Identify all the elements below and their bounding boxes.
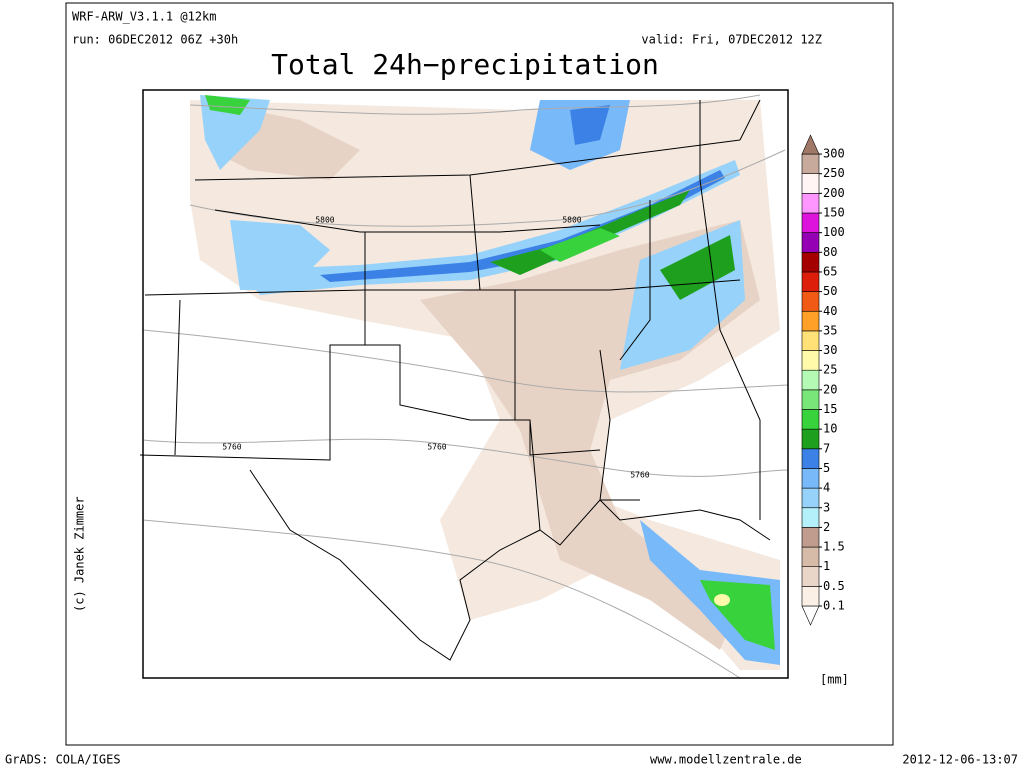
colorbar-tick-label: 4: [823, 481, 830, 495]
colorbar: 0.1 0.5 1 1.5 2 3 4 5 7 10 15 20 25 30 35 40 50 65 80 100 15…: [801, 134, 845, 626]
colorbar-cell: [801, 350, 820, 371]
colorbar-cell: [801, 448, 820, 469]
colorbar-cell: [801, 507, 820, 528]
run-label: run: 06DEC2012 06Z +30h: [72, 33, 238, 47]
contour-label: 5800: [562, 216, 581, 225]
height-contours: [142, 94, 789, 679]
colorbar-tick-label: 300: [823, 147, 845, 161]
colorbar-cell: [801, 409, 820, 430]
credit: (c) Janek Zimmer: [73, 496, 87, 612]
colorbar-tick-label: 150: [823, 206, 845, 220]
contour-label: 5760: [427, 443, 446, 452]
colorbar-tick-label: 40: [823, 304, 837, 318]
colorbar-tick-label: 10: [823, 422, 837, 436]
map-border: [142, 89, 789, 679]
colorbar-tick-label: 35: [823, 323, 837, 337]
footer-left: GrADS: COLA/IGES: [5, 753, 121, 767]
colorbar-cell: [801, 586, 820, 607]
colorbar-cell: [801, 193, 820, 214]
footer-center: www.modellzentrale.de: [650, 753, 802, 767]
colorbar-cell: [801, 566, 820, 587]
colorbar-tick-label: 65: [823, 264, 837, 278]
title: Total 24h−precipitation: [271, 48, 659, 81]
colorbar-cell: [801, 291, 820, 312]
colorbar-tick-label: 1.5: [823, 540, 845, 554]
contour-label: 5760: [222, 443, 241, 452]
colorbar-cell: [801, 310, 820, 332]
contour-label: 5800: [315, 216, 334, 225]
colorbar-cell: [801, 252, 820, 273]
colorbar-cell: [801, 212, 820, 233]
model-label: WRF-ARW_V3.1.1 @12km: [72, 10, 217, 24]
colorbar-tick-label: 25: [823, 363, 837, 377]
colorbar-cell: [801, 153, 820, 175]
colorbar-cell: [801, 232, 820, 253]
colorbar-unit: [mm]: [820, 673, 849, 687]
colorbar-tick-label: 80: [823, 245, 837, 259]
colorbar-cell: [801, 389, 820, 410]
colorbar-cell: [801, 546, 820, 567]
colorbar-cell: [801, 468, 820, 489]
valid-label: valid: Fri, 07DEC2012 12Z: [641, 33, 822, 47]
colorbar-tick-label: 50: [823, 284, 837, 298]
footer-right: 2012-12-06-13:07: [902, 753, 1018, 767]
colorbar-tick-label: 200: [823, 186, 845, 200]
colorbar-cell: [801, 428, 820, 450]
colorbar-cell: [801, 487, 820, 509]
colorbar-tick-label: 250: [823, 166, 845, 180]
colorbar-cell: [801, 271, 820, 292]
colorbar-tick-label: 2: [823, 520, 830, 534]
precip-heavy: [200, 95, 780, 665]
colorbar-cell: [801, 527, 820, 548]
colorbar-triangle: [801, 134, 820, 155]
colorbar-cell: [801, 369, 820, 391]
colorbar-tick-label: 0.5: [823, 579, 845, 593]
colorbar-tick-label: 1: [823, 559, 830, 573]
colorbar-tick-label: 7: [823, 441, 830, 455]
state-borders: [139, 99, 771, 661]
colorbar-tick-label: 0.1: [823, 599, 845, 613]
colorbar-tick-label: 3: [823, 500, 830, 514]
map: 5800 5800 5760 5760 5760: [139, 89, 789, 679]
colorbar-tick-label: 20: [823, 382, 837, 396]
colorbar-tick-label: 100: [823, 225, 845, 239]
colorbar-tick-label: 30: [823, 343, 837, 357]
colorbar-tick-label: 15: [823, 402, 837, 416]
colorbar-cell: [801, 173, 820, 194]
colorbar-cell: [801, 330, 820, 351]
contour-label: 5760: [630, 471, 649, 480]
colorbar-tick-label: 5: [823, 461, 830, 475]
